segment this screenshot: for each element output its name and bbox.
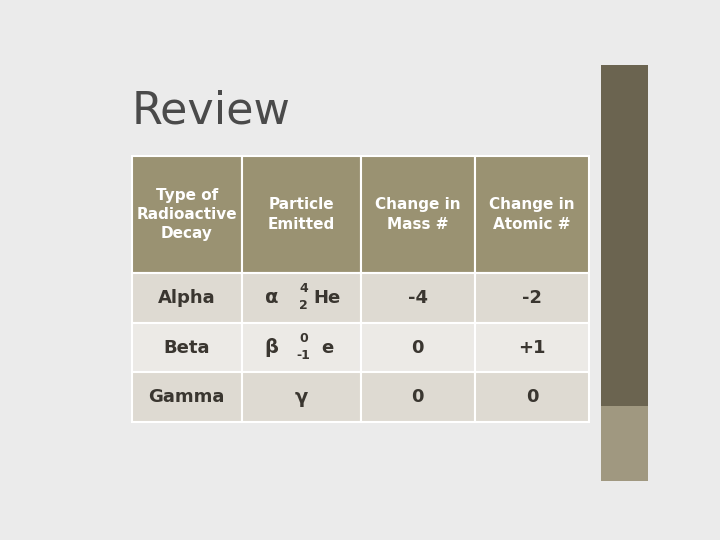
Text: He: He — [314, 289, 341, 307]
Bar — [132, 273, 242, 322]
Text: -1: -1 — [297, 348, 310, 361]
Text: 2: 2 — [299, 299, 308, 312]
Text: α: α — [265, 288, 278, 307]
Text: 0: 0 — [526, 388, 539, 407]
Bar — [132, 322, 242, 373]
Text: Review: Review — [132, 90, 291, 133]
Text: -2: -2 — [522, 289, 542, 307]
Bar — [242, 156, 361, 273]
Text: Type of
Radioactive
Decay: Type of Radioactive Decay — [137, 188, 237, 241]
Bar — [242, 273, 361, 322]
Bar — [361, 373, 475, 422]
Text: Gamma: Gamma — [148, 388, 225, 407]
Text: 0: 0 — [412, 339, 424, 356]
Text: e: e — [321, 339, 333, 356]
Text: 4: 4 — [299, 282, 308, 295]
Text: -4: -4 — [408, 289, 428, 307]
Bar — [361, 273, 475, 322]
Text: Beta: Beta — [163, 339, 210, 356]
Bar — [475, 373, 590, 422]
Text: Alpha: Alpha — [158, 289, 215, 307]
Text: γ: γ — [294, 388, 307, 407]
Bar — [242, 322, 361, 373]
Text: +1: +1 — [518, 339, 546, 356]
Bar — [475, 273, 590, 322]
Text: 0: 0 — [299, 332, 308, 345]
Bar — [600, 406, 648, 481]
Text: β: β — [264, 338, 279, 357]
Bar — [600, 65, 648, 406]
Bar — [132, 156, 242, 273]
Bar — [361, 156, 475, 273]
Text: Particle
Emitted: Particle Emitted — [268, 198, 335, 232]
Text: Change in
Atomic #: Change in Atomic # — [490, 198, 575, 232]
Bar — [132, 373, 242, 422]
Bar — [242, 373, 361, 422]
Text: 0: 0 — [412, 388, 424, 407]
Text: Change in
Mass #: Change in Mass # — [375, 198, 461, 232]
Bar — [475, 156, 590, 273]
Bar — [475, 322, 590, 373]
Bar — [361, 322, 475, 373]
